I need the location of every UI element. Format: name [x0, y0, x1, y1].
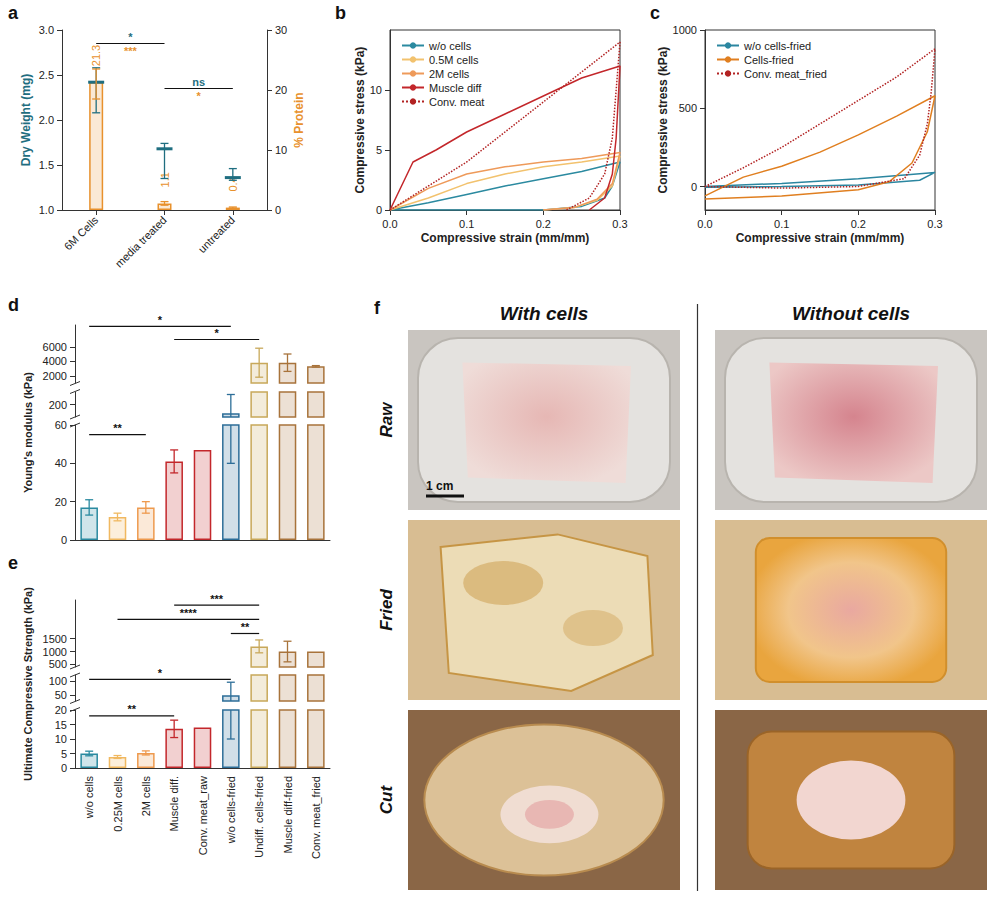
svg-text:Undiff. cells-fried: Undiff. cells-fried: [253, 776, 265, 858]
svg-text:10: 10: [275, 144, 287, 156]
svg-text:20: 20: [55, 704, 67, 716]
svg-text:0.0: 0.0: [697, 218, 712, 230]
svg-text:20: 20: [55, 496, 67, 508]
svg-text:e: e: [8, 553, 18, 573]
svg-text:**: **: [241, 621, 250, 633]
svg-text:1.5: 1.5: [39, 159, 54, 171]
svg-text:1 cm: 1 cm: [426, 479, 453, 493]
svg-text:0.2: 0.2: [851, 218, 866, 230]
svg-text:% Protein: % Protein: [292, 92, 306, 147]
svg-text:f: f: [374, 298, 381, 318]
svg-text:Cut: Cut: [377, 785, 396, 815]
svg-text:Muscle diff.: Muscle diff.: [168, 776, 180, 831]
svg-text:ns: ns: [192, 76, 205, 88]
svg-text:50: 50: [55, 689, 67, 701]
svg-text:w/o cells: w/o cells: [83, 776, 95, 820]
svg-text:0.1: 0.1: [774, 218, 789, 230]
svg-text:6M Cells: 6M Cells: [62, 213, 101, 252]
svg-text:Conv. meat_raw: Conv. meat_raw: [197, 776, 209, 855]
svg-text:0.5M cells: 0.5M cells: [429, 54, 479, 66]
svg-text:Compressive strain (mm/mm): Compressive strain (mm/mm): [736, 231, 905, 245]
svg-text:Conv. meat_fried: Conv. meat_fried: [310, 776, 322, 859]
svg-text:4000: 4000: [43, 355, 67, 367]
svg-text:2.0: 2.0: [39, 114, 54, 126]
svg-text:w/o cells-fried: w/o cells-fried: [225, 776, 237, 844]
svg-text:60: 60: [55, 419, 67, 431]
svg-text:2000: 2000: [43, 370, 67, 382]
svg-text:****: ****: [180, 607, 198, 619]
svg-text:*: *: [158, 314, 163, 326]
svg-text:0.3: 0.3: [612, 218, 627, 230]
svg-text:10: 10: [55, 733, 67, 745]
svg-text:Without cells: Without cells: [792, 303, 910, 324]
svg-text:0.2: 0.2: [536, 218, 551, 230]
svg-text:Fried: Fried: [377, 589, 396, 631]
svg-text:0: 0: [691, 181, 697, 193]
svg-text:Cells-fried: Cells-fried: [744, 54, 794, 66]
svg-text:c: c: [650, 3, 660, 23]
svg-text:20: 20: [275, 84, 287, 96]
svg-text:1000: 1000: [43, 646, 67, 658]
svg-text:0.0: 0.0: [382, 218, 397, 230]
svg-text:2M cells: 2M cells: [140, 776, 152, 817]
svg-text:0: 0: [61, 762, 67, 774]
svg-text:0.25M cells: 0.25M cells: [112, 776, 124, 832]
svg-text:Muscle diff: Muscle diff: [429, 82, 482, 94]
svg-text:500: 500: [679, 102, 697, 114]
svg-text:0.4: 0.4: [226, 176, 239, 192]
svg-text:Dry Weight (mg): Dry Weight (mg): [19, 74, 33, 166]
svg-text:Compressive stress (kPa): Compressive stress (kPa): [353, 47, 367, 194]
svg-text:Conv. meat_fried: Conv. meat_fried: [744, 68, 827, 80]
svg-text:***: ***: [124, 45, 138, 57]
svg-text:*: *: [215, 327, 220, 339]
svg-text:21.3: 21.3: [90, 45, 102, 66]
svg-text:Compressive stress (kPa): Compressive stress (kPa): [656, 47, 670, 194]
svg-text:200: 200: [49, 399, 67, 411]
svg-text:With cells: With cells: [500, 303, 589, 324]
svg-text:0: 0: [61, 534, 67, 546]
svg-text:a: a: [8, 3, 19, 23]
svg-text:6000: 6000: [43, 341, 67, 353]
svg-text:1000: 1000: [673, 24, 697, 36]
svg-text:*: *: [128, 31, 133, 43]
svg-text:5: 5: [376, 144, 382, 156]
svg-text:Raw: Raw: [377, 401, 396, 438]
svg-text:5: 5: [61, 748, 67, 760]
svg-text:1.1: 1.1: [158, 172, 171, 188]
svg-text:Ultimate Compressive Strength: Ultimate Compressive Strength (kPa): [22, 587, 34, 781]
svg-text:0: 0: [376, 204, 382, 216]
svg-text:Conv. meat: Conv. meat: [429, 96, 484, 108]
svg-text:2.5: 2.5: [39, 69, 54, 81]
svg-text:w/o cells: w/o cells: [428, 40, 472, 52]
svg-text:30: 30: [275, 24, 287, 36]
svg-text:1.0: 1.0: [39, 204, 54, 216]
svg-text:0: 0: [275, 204, 281, 216]
svg-text:3.0: 3.0: [39, 24, 54, 36]
svg-text:Muscle diff-fried: Muscle diff-fried: [282, 776, 294, 853]
svg-text:40: 40: [55, 457, 67, 469]
svg-text:*: *: [158, 667, 163, 679]
svg-text:15: 15: [55, 719, 67, 731]
svg-text:*: *: [197, 90, 202, 102]
svg-text:0.3: 0.3: [927, 218, 942, 230]
svg-text:media treated: media treated: [113, 214, 169, 270]
svg-text:w/o cells-fried: w/o cells-fried: [743, 40, 811, 52]
svg-text:untreated: untreated: [196, 214, 237, 255]
svg-text:1500: 1500: [43, 633, 67, 645]
svg-text:10: 10: [370, 84, 382, 96]
svg-text:500: 500: [49, 658, 67, 670]
svg-text:**: **: [113, 422, 122, 434]
svg-text:**: **: [127, 703, 136, 715]
svg-text:***: ***: [210, 593, 224, 605]
svg-text:d: d: [8, 295, 19, 315]
svg-text:0.1: 0.1: [459, 218, 474, 230]
svg-text:Young's modulus (kPa): Young's modulus (kPa): [22, 372, 34, 493]
svg-text:100: 100: [49, 675, 67, 687]
svg-text:Compressive strain (mm/mm): Compressive strain (mm/mm): [421, 231, 590, 245]
svg-text:b: b: [335, 3, 346, 23]
svg-text:2M cells: 2M cells: [429, 68, 470, 80]
